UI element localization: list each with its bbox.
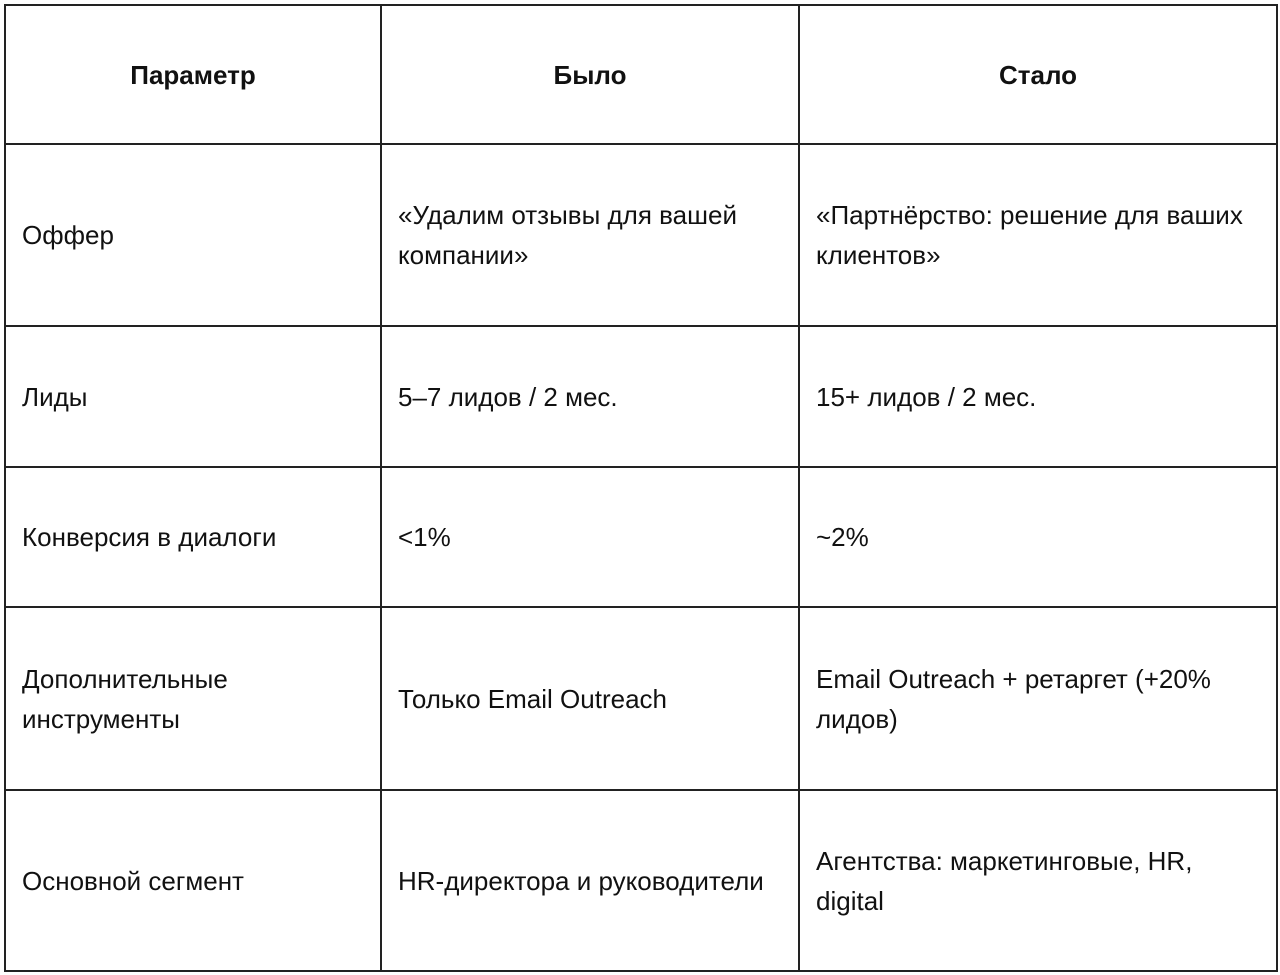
cell-after: Email Outreach + ретаргет (+20% лидов) xyxy=(798,606,1278,791)
cell-parameter: Оффер xyxy=(4,143,382,327)
cell-parameter: Лиды xyxy=(4,325,382,468)
cell-parameter: Конверсия в диалоги xyxy=(4,466,382,608)
cell-parameter: Дополнительные инструменты xyxy=(4,606,382,791)
cell-parameter: Основной сегмент xyxy=(4,789,382,972)
cell-after: «Партнёрство: решение для ваших клиентов… xyxy=(798,143,1278,327)
cell-before: <1% xyxy=(380,466,800,608)
cell-after: Агентства: маркетинговые, HR, digital xyxy=(798,789,1278,972)
table-row: Основной сегмент HR-директора и руководи… xyxy=(4,789,1278,972)
cell-before: HR-директора и руководители xyxy=(380,789,800,972)
header-parameter: Параметр xyxy=(4,4,382,145)
table-row: Лиды 5–7 лидов / 2 мес. 15+ лидов / 2 ме… xyxy=(4,325,1278,468)
table-row: Дополнительные инструменты Только Email … xyxy=(4,606,1278,791)
header-row: Параметр Было Стало xyxy=(4,4,1278,145)
header-after: Стало xyxy=(798,4,1278,145)
cell-before: 5–7 лидов / 2 мес. xyxy=(380,325,800,468)
cell-before: «Удалим отзывы для вашей компании» xyxy=(380,143,800,327)
cell-before: Только Email Outreach xyxy=(380,606,800,791)
table-row: Конверсия в диалоги <1% ~2% xyxy=(4,466,1278,608)
cell-after: ~2% xyxy=(798,466,1278,608)
comparison-table: Параметр Было Стало Оффер «Удалим отзывы… xyxy=(4,4,1278,972)
cell-after: 15+ лидов / 2 мес. xyxy=(798,325,1278,468)
header-before: Было xyxy=(380,4,800,145)
table-row: Оффер «Удалим отзывы для вашей компании»… xyxy=(4,143,1278,327)
